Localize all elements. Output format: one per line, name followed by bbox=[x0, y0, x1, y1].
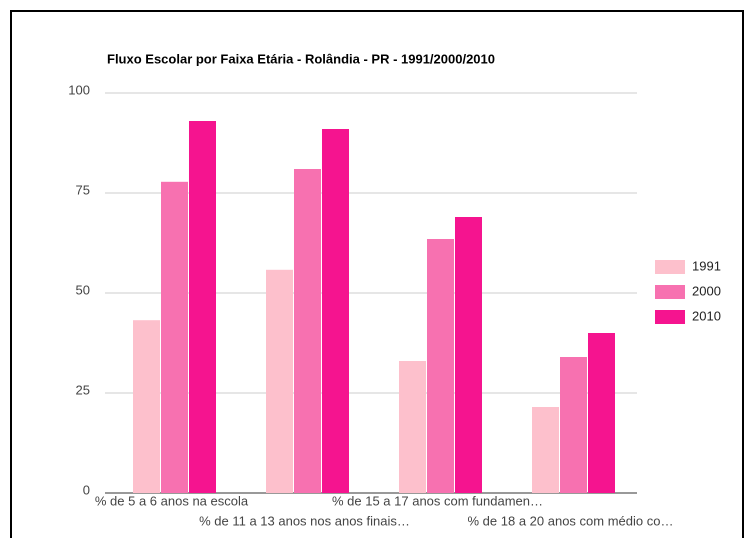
y-tick-label: 25 bbox=[76, 382, 90, 397]
bar bbox=[399, 361, 426, 493]
bar bbox=[133, 320, 160, 493]
y-tick-label: 100 bbox=[68, 82, 90, 97]
bar bbox=[588, 333, 615, 493]
bar bbox=[294, 169, 321, 493]
bar bbox=[532, 407, 559, 493]
legend-swatch bbox=[655, 310, 685, 324]
legend-swatch bbox=[655, 285, 685, 299]
x-tick-label: % de 11 a 13 anos nos anos finais… bbox=[199, 513, 410, 528]
legend-swatch bbox=[655, 260, 685, 274]
legend-label: 2010 bbox=[692, 308, 721, 323]
y-tick-label: 75 bbox=[76, 182, 90, 197]
y-tick-label: 0 bbox=[83, 482, 90, 497]
x-tick-label: % de 18 a 20 anos com médio co… bbox=[468, 513, 674, 528]
legend-label: 2000 bbox=[692, 283, 721, 298]
frame bbox=[10, 10, 744, 538]
x-tick-label: % de 15 a 17 anos com fundamen… bbox=[332, 493, 543, 508]
bar bbox=[560, 357, 587, 493]
bar bbox=[322, 129, 349, 493]
bar bbox=[427, 239, 454, 493]
bar bbox=[455, 217, 482, 493]
chart-title: Fluxo Escolar por Faixa Etária - Rolândi… bbox=[107, 51, 495, 66]
bar bbox=[161, 181, 188, 494]
x-tick-label: % de 5 a 6 anos na escola bbox=[95, 493, 249, 508]
y-tick-label: 50 bbox=[76, 282, 90, 297]
bar bbox=[189, 121, 216, 493]
bar bbox=[266, 269, 293, 493]
legend-label: 1991 bbox=[692, 258, 721, 273]
